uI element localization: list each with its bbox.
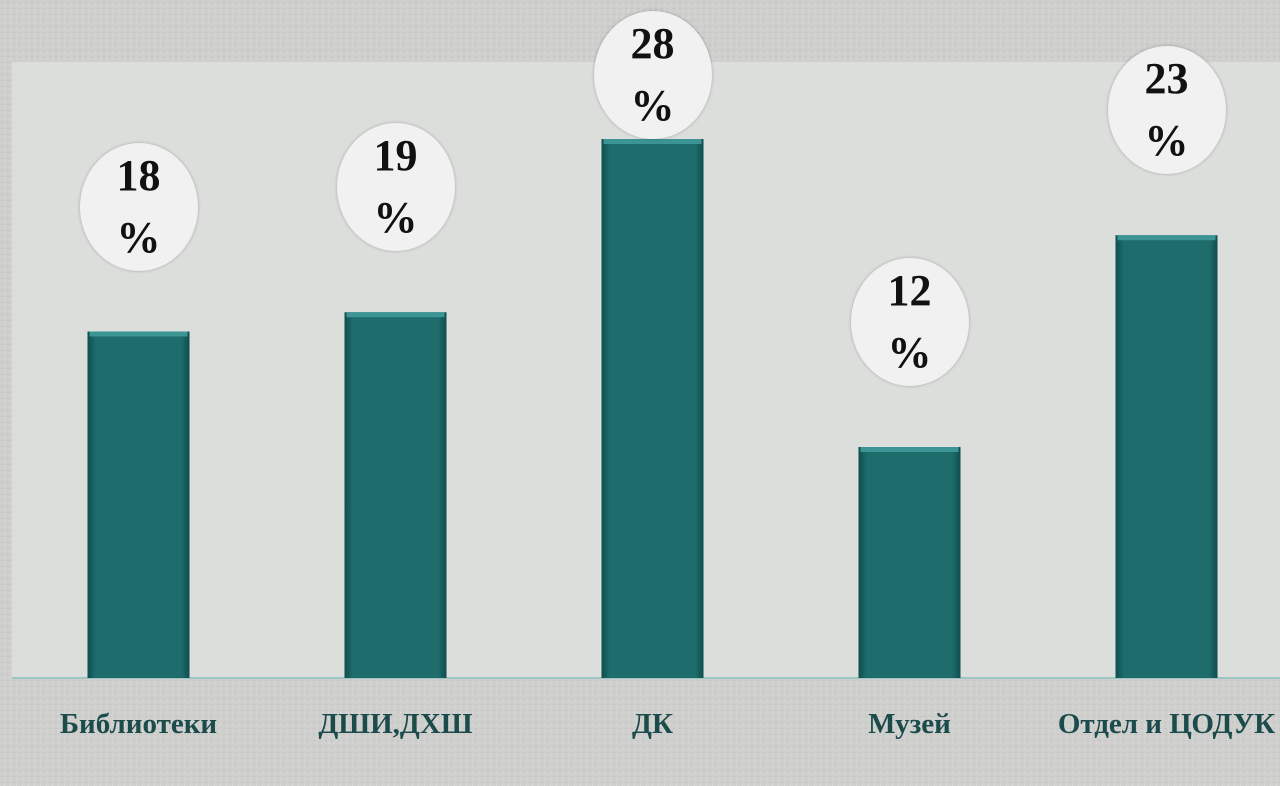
value-label: 19 % <box>336 123 455 252</box>
bar-highlight <box>603 139 702 144</box>
bar <box>87 331 190 678</box>
value-label: 18 % <box>79 142 198 271</box>
bar-highlight <box>1117 235 1216 241</box>
x-tick-label: ДШИ,ДХШ <box>318 708 473 740</box>
value-label: 28 % <box>593 11 712 139</box>
bar <box>344 312 447 678</box>
value-label: 12 % <box>850 258 969 386</box>
bar <box>601 139 704 678</box>
x-tick-label: Музей <box>868 708 951 740</box>
value-label: 23 % <box>1107 46 1226 175</box>
bar-highlight <box>860 447 959 452</box>
x-tick-label: ДК <box>632 708 673 740</box>
bar-highlight <box>346 312 445 318</box>
bar <box>858 447 961 678</box>
x-tick-label: Библиотеки <box>59 708 218 740</box>
bar <box>1115 235 1218 678</box>
x-tick-label: Отдел и ЦОДУК <box>1057 708 1276 740</box>
bar-highlight <box>89 331 188 337</box>
